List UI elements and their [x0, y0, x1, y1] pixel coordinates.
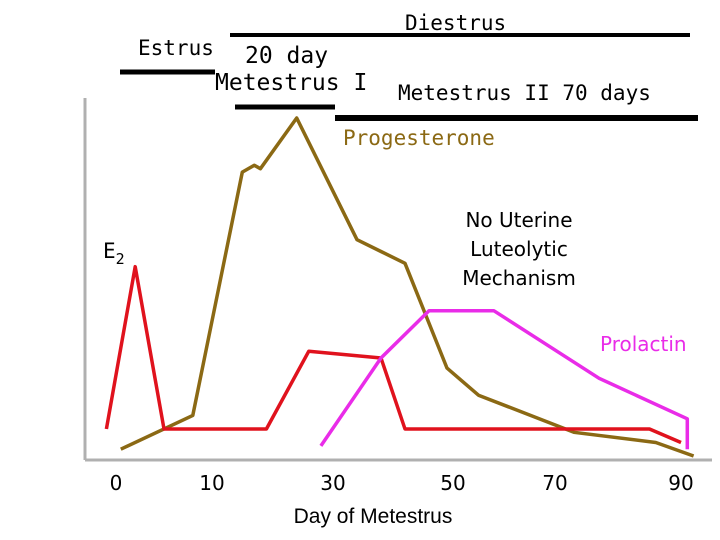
estrus-label: Estrus [138, 36, 214, 60]
x-axis-label: Day of Metestrus [294, 505, 453, 528]
x-tick-label: 50 [440, 471, 465, 495]
twenty-day-label: 20 day [245, 43, 328, 69]
e2-label-sub: 2 [116, 250, 125, 268]
prolactin-line [319, 308, 690, 450]
metestrus-1-label: Metestrus I [215, 70, 367, 96]
progesterone-line [120, 116, 695, 458]
x-tick-label: 90 [668, 471, 693, 495]
x-tick-label: 0 [110, 471, 123, 495]
no-uterine-line-2: Luteolytic [470, 237, 568, 261]
no-uterine-line-1: No Uterine [465, 208, 572, 232]
e2-label-main: E [103, 239, 116, 263]
x-tick-label: 30 [320, 471, 345, 495]
diestrus-label: Diestrus [405, 11, 506, 35]
x-tick-label: 70 [542, 471, 567, 495]
e2-line [104, 264, 682, 445]
x-tick-label: 10 [199, 471, 224, 495]
prolactin-label: Prolactin [600, 332, 687, 356]
e2-label: E2 [103, 239, 125, 268]
series-layer [104, 116, 695, 458]
progesterone-label: Progesterone [343, 126, 495, 150]
metestrus-2-label: Metestrus II 70 days [398, 81, 651, 105]
no-uterine-line-3: Mechanism [462, 266, 576, 290]
